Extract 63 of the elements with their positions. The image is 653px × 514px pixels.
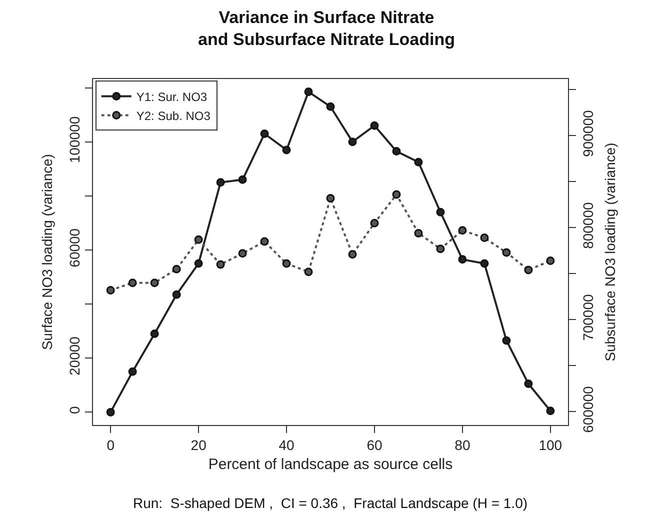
point	[172, 290, 181, 299]
text: Run: S-shaped DEM , CI = 0.36 , Fractal Landscape (H = 1.0)	[133, 495, 528, 511]
point	[458, 226, 467, 235]
legend-label: Y1: Sur. NO3	[136, 90, 208, 104]
point	[238, 249, 247, 258]
point	[370, 121, 379, 130]
y-axis-title: Surface NO3 loading (variance)	[39, 154, 55, 350]
point	[216, 178, 225, 187]
point	[194, 235, 203, 244]
point	[304, 268, 313, 276]
point	[326, 194, 335, 202]
y-tick-label: 0	[66, 406, 82, 414]
point	[326, 102, 335, 111]
point	[436, 244, 445, 254]
point	[348, 250, 357, 259]
point	[414, 228, 423, 238]
point	[128, 278, 137, 288]
x-tick-label: 60	[366, 436, 382, 453]
point	[546, 256, 555, 266]
point	[238, 175, 247, 184]
y2-tick-label: 600000	[580, 386, 596, 433]
point	[480, 259, 489, 268]
x-axis-title: Percent of landscape as source cells	[208, 456, 453, 473]
point	[436, 208, 445, 216]
point	[282, 259, 291, 268]
x-tick-label: 20	[190, 436, 207, 453]
point	[414, 158, 423, 166]
point	[524, 266, 533, 274]
point	[106, 408, 115, 416]
point	[458, 255, 467, 264]
point	[502, 248, 511, 257]
y2-tick-label: 800000	[580, 202, 596, 249]
point	[194, 259, 203, 268]
point	[502, 336, 511, 345]
point	[546, 406, 555, 416]
point	[480, 234, 489, 242]
chart-title: Variance in Surface Nitrate and Subsurface Nitrate Loading	[198, 8, 455, 50]
point	[370, 218, 379, 228]
y-tick-label: 60000	[66, 228, 82, 268]
x-tick-label: 80	[454, 436, 470, 453]
x-tick-label: 0	[106, 436, 115, 453]
x-tick-label: 40	[278, 436, 295, 453]
y-tick-label: 20000	[66, 336, 82, 376]
point	[392, 147, 401, 156]
y-tick-label: 100000	[66, 116, 82, 164]
y2-axis-title: Subsurface NO3 loading (variance)	[602, 142, 618, 362]
point	[128, 367, 137, 376]
y2-tick-label: 700000	[580, 294, 596, 341]
point	[216, 260, 225, 269]
point	[392, 190, 401, 199]
legend-label: Y2: Sub. NO3	[136, 108, 211, 123]
point	[304, 88, 313, 96]
point	[172, 264, 181, 274]
point	[282, 146, 291, 154]
point	[524, 380, 533, 388]
point	[150, 330, 159, 338]
point	[260, 237, 269, 246]
point	[106, 286, 115, 294]
point	[150, 278, 159, 288]
point	[260, 129, 269, 138]
x-tick-label: 100	[538, 436, 562, 453]
y2-tick-label: 900000	[580, 110, 596, 157]
point	[348, 138, 357, 146]
